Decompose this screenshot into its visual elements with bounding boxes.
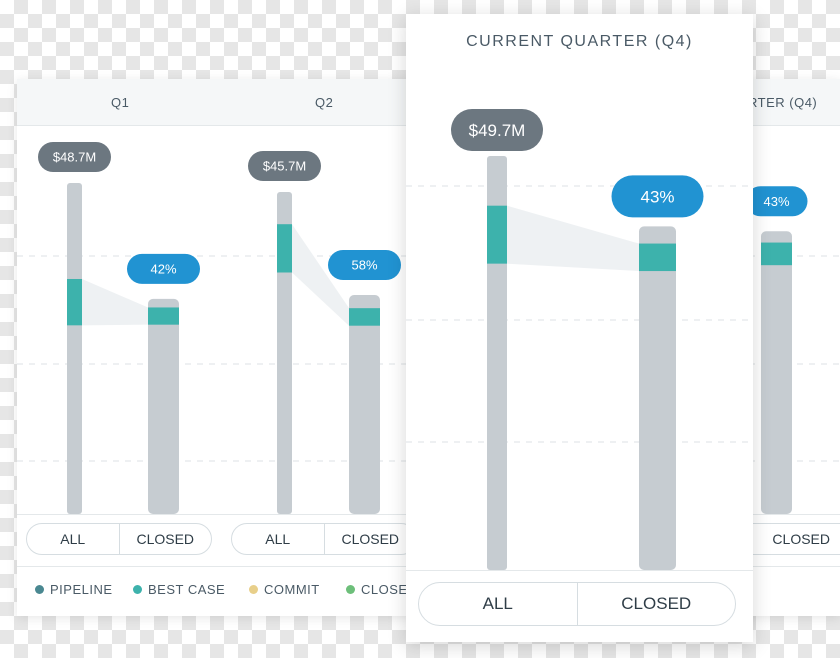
q1-total-label: $48.7M <box>53 150 96 165</box>
q2-view-toggle: ALL CLOSED <box>231 523 417 555</box>
legend-item-pipeline: PIPELINE <box>35 582 113 597</box>
closed-dot-icon <box>346 585 355 594</box>
q2-closed-best-case-segment <box>349 308 380 326</box>
q1-view-toggle: ALL CLOSED <box>26 523 212 555</box>
q2-closed-bar <box>349 295 380 514</box>
q1-all-bar <box>67 183 82 514</box>
current-quarter-panel: CURRENT QUARTER (Q4) $49.7M 43% ALL CLOSE… <box>406 14 753 642</box>
legend-item-closed: CLOSE <box>346 582 408 597</box>
q2-conversion-funnel <box>292 224 349 326</box>
q3-closed-pct-pill <box>745 186 808 217</box>
q1-closed-best-case-segment <box>148 307 179 325</box>
q4-closed-pct-label: 43% <box>640 188 674 207</box>
q1-closed-pct-label: 42% <box>150 262 176 277</box>
q1-closed-bar <box>148 298 179 514</box>
commit-dot-icon <box>249 585 258 594</box>
q1-all-best-case-segment <box>67 278 82 326</box>
front-chart-baseline <box>406 570 753 571</box>
q4-closed-bar <box>639 226 676 570</box>
q4-closed-pct-pill <box>611 175 704 218</box>
q2-closed-pct-label: 58% <box>351 258 377 273</box>
q2-label: Q2 <box>315 95 334 110</box>
q2-closed-toggle[interactable]: CLOSED <box>323 524 417 554</box>
best-case-dot-icon <box>133 585 142 594</box>
q1-conversion-funnel <box>82 278 148 326</box>
q2-closed-pct-pill <box>328 250 401 281</box>
q1-closed-toggle[interactable]: CLOSED <box>118 524 212 554</box>
q2-all-toggle[interactable]: ALL <box>265 531 291 547</box>
q4-all-toggle[interactable]: ALL <box>482 594 513 613</box>
pipeline-dot-icon <box>35 585 44 594</box>
q1-total-pill <box>38 142 111 172</box>
q4-conversion-funnel <box>507 205 639 272</box>
q4-view-toggle: ALL CLOSED <box>418 582 736 626</box>
legend-item-commit: COMMIT <box>249 582 320 597</box>
q4-total-label: $49.7M <box>469 121 526 140</box>
q1-label: Q1 <box>111 95 130 110</box>
q2-total-pill <box>248 151 321 181</box>
q3-closed-bar <box>761 231 792 514</box>
q3-closed-best-case-segment <box>761 242 792 266</box>
q1-all-toggle[interactable]: ALL <box>60 531 86 547</box>
current-quarter-chart: $49.7M 43% <box>406 109 753 570</box>
q3-closed-pct-label: 43% <box>763 194 789 209</box>
q2-all-best-case-segment <box>277 224 292 273</box>
q4-closed-best-case-segment <box>639 243 676 272</box>
q2-total-label: $45.7M <box>263 159 306 174</box>
current-quarter-title: CURRENT QUARTER (Q4) <box>466 33 693 50</box>
q3-closed-toggle[interactable]: CLOSED <box>772 531 830 547</box>
legend-item-best-case: BEST CASE <box>133 582 225 597</box>
q3-label: RTER (Q4) <box>748 95 818 110</box>
q4-closed-toggle[interactable]: CLOSED <box>576 583 736 625</box>
q1-closed-pct-pill <box>127 253 200 284</box>
q4-all-best-case-segment <box>487 205 507 264</box>
q4-total-pill <box>451 109 543 151</box>
